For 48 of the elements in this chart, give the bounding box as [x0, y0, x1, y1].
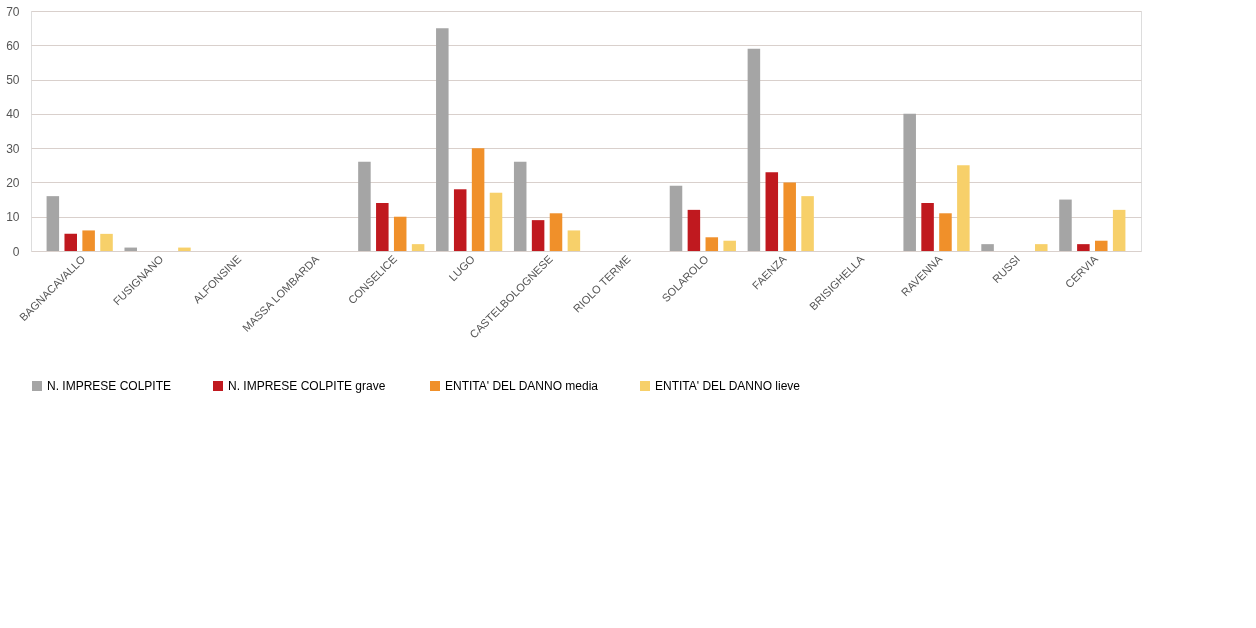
bar: [531, 220, 545, 251]
bar: [783, 182, 796, 251]
bar: [436, 28, 449, 251]
bar: [376, 203, 389, 251]
bar: [567, 230, 581, 251]
bar: [1059, 199, 1072, 251]
bar: [489, 192, 503, 251]
legend-label: N. IMPRESE COLPITE grave: [228, 379, 386, 393]
legend-label: ENTITA' DEL DANNO lieve: [655, 379, 801, 393]
bar: [1035, 244, 1048, 251]
y-tick-label: 30: [6, 141, 20, 156]
bar: [1112, 209, 1126, 251]
bar: [1077, 244, 1090, 251]
legend-label: ENTITA' DEL DANNO media: [445, 379, 599, 393]
y-tick-label: 70: [6, 4, 20, 19]
bar: [687, 209, 701, 251]
y-tick-label: 40: [6, 107, 20, 122]
bar: [64, 233, 77, 251]
bar: [82, 230, 95, 251]
bar: [411, 244, 425, 251]
y-tick-label: 50: [6, 73, 20, 88]
bar: [957, 165, 970, 251]
y-tick-label: 20: [6, 175, 20, 190]
bar: [471, 148, 485, 251]
bar: [705, 237, 719, 251]
bar: [453, 189, 467, 251]
bar: [178, 247, 191, 251]
bar: [393, 216, 407, 251]
y-tick-label: 60: [6, 38, 20, 53]
bar: [981, 244, 994, 251]
bar: [549, 213, 563, 251]
bar: [765, 172, 779, 251]
bar: [939, 213, 952, 251]
bar: [124, 247, 137, 251]
bar: [46, 196, 60, 251]
bar: [747, 48, 761, 251]
bar: [513, 161, 527, 251]
bar: [358, 161, 371, 251]
bar: [903, 113, 916, 251]
bar: [723, 240, 736, 251]
bar: [921, 203, 934, 251]
legend-label: N. IMPRESE COLPITE: [47, 379, 172, 393]
bar: [1095, 240, 1108, 251]
y-tick-label: 10: [6, 210, 20, 225]
bar: [100, 233, 113, 251]
bar: [669, 185, 683, 251]
y-tick-label: 0: [12, 244, 20, 259]
bar: [801, 196, 814, 251]
